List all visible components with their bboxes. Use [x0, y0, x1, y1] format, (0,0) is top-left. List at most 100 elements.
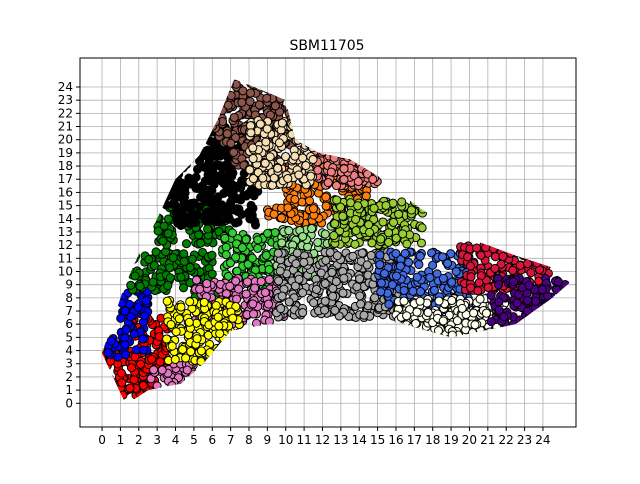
- scatter-point: [332, 195, 342, 205]
- scatter-point: [236, 195, 246, 205]
- scatter-point: [225, 281, 235, 291]
- scatter-point: [564, 313, 571, 323]
- scatter-point: [539, 307, 549, 317]
- scatter-point: [541, 304, 551, 314]
- scatter-point: [346, 143, 356, 153]
- scatter-point: [485, 327, 495, 337]
- scatter-point: [221, 85, 231, 95]
- x-tick-label: 14: [352, 433, 367, 447]
- scatter-point: [216, 84, 226, 94]
- scatter-point: [285, 89, 295, 99]
- scatter-point: [533, 246, 543, 256]
- scatter-point: [222, 129, 232, 139]
- scatter-point: [263, 79, 273, 89]
- scatter-point: [209, 138, 219, 148]
- scatter-point: [269, 81, 279, 92]
- scatter-point: [260, 287, 270, 298]
- y-tick-label: 19: [58, 146, 73, 160]
- scatter-point: [280, 79, 290, 88]
- scatter-point: [171, 165, 182, 176]
- scatter-point: [251, 318, 262, 328]
- x-tick-label: 21: [480, 433, 495, 447]
- scatter-point: [190, 141, 200, 151]
- scatter-point: [166, 175, 176, 185]
- scatter-point: [215, 329, 225, 339]
- scatter-point: [103, 386, 113, 397]
- scatter-point: [355, 291, 365, 301]
- scatter-point: [269, 209, 279, 219]
- scatter-point: [512, 298, 522, 308]
- x-tick-label: 11: [296, 433, 311, 447]
- scatter-point: [564, 296, 571, 306]
- scatter-point: [283, 173, 293, 184]
- scatter-point: [339, 273, 349, 283]
- scatter-point: [216, 87, 226, 97]
- scatter-point: [148, 390, 158, 401]
- scatter-point: [406, 205, 417, 215]
- scatter-point: [398, 229, 408, 239]
- scatter-point: [120, 340, 130, 350]
- scatter-point: [552, 298, 562, 308]
- scatter-point: [254, 79, 265, 86]
- scatter-point: [149, 261, 159, 271]
- scatter-point: [326, 167, 336, 177]
- scatter-point: [267, 79, 277, 89]
- scatter-point: [233, 329, 243, 339]
- scatter-point: [129, 254, 139, 264]
- scatter-point: [306, 130, 316, 141]
- y-tick-label: 7: [65, 304, 73, 318]
- scatter-point: [219, 344, 229, 355]
- scatter-point: [416, 195, 426, 205]
- y-tick-label: 9: [65, 278, 73, 292]
- scatter-point: [321, 192, 331, 202]
- scatter-point: [234, 328, 244, 338]
- scatter-point: [361, 191, 371, 201]
- scatter-point: [207, 269, 217, 279]
- scatter-point: [488, 244, 498, 254]
- scatter-point: [211, 198, 222, 208]
- scatter-point: [194, 230, 204, 240]
- scatter-point: [562, 300, 571, 311]
- scatter-point: [245, 88, 256, 98]
- scatter-point: [234, 338, 244, 348]
- scatter-point: [506, 248, 516, 258]
- scatter-point: [147, 354, 157, 364]
- scatter-point: [230, 218, 241, 228]
- scatter-point: [193, 123, 203, 133]
- scatter-point: [339, 164, 349, 174]
- scatter-point: [289, 109, 299, 119]
- scatter-point: [415, 251, 425, 261]
- scatter-point: [534, 310, 544, 320]
- scatter-point: [232, 266, 242, 276]
- scatter-point: [196, 238, 206, 248]
- scatter-point: [546, 298, 556, 309]
- scatter-point: [264, 264, 274, 275]
- scatter-point: [364, 143, 374, 154]
- scatter-point: [381, 200, 391, 211]
- scatter-point: [404, 257, 414, 267]
- scatter-point: [286, 80, 296, 91]
- scatter-point: [175, 147, 185, 157]
- scatter-point: [306, 171, 316, 181]
- y-tick-label: 2: [65, 370, 73, 384]
- scatter-point: [540, 302, 550, 312]
- scatter-point: [415, 287, 426, 297]
- scatter-point: [243, 189, 253, 199]
- scatter-point: [293, 135, 303, 145]
- scatter-point: [321, 201, 331, 211]
- y-tick-label: 24: [58, 80, 73, 94]
- x-tick-label: 4: [172, 433, 180, 447]
- scatter-point: [391, 328, 401, 338]
- scatter-point: [298, 288, 308, 298]
- scatter-point: [298, 308, 308, 318]
- scatter-point: [304, 196, 315, 206]
- scatter-point: [271, 79, 281, 88]
- scatter-point: [151, 247, 161, 257]
- y-tick-label: 11: [58, 251, 73, 265]
- scatter-point: [266, 81, 276, 91]
- scatter-point: [231, 252, 241, 262]
- scatter-point: [135, 281, 145, 291]
- scatter-point: [497, 241, 507, 251]
